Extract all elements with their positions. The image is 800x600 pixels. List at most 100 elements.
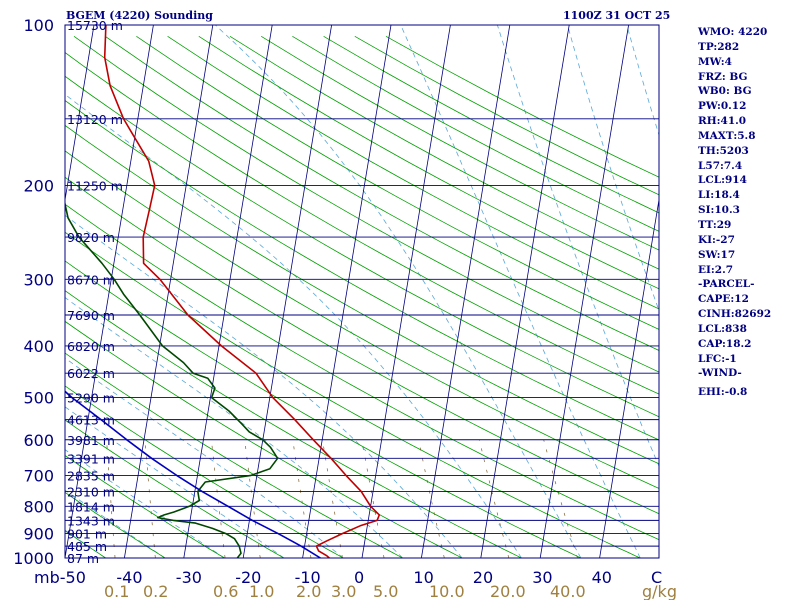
- height-label: 5290 m: [67, 391, 115, 406]
- height-label: 15730 m: [67, 18, 123, 33]
- index-item: TH:5203: [698, 144, 749, 157]
- plot-frame: [64, 24, 660, 559]
- height-label: 1343 m: [67, 513, 115, 528]
- isotherm: [242, 25, 332, 558]
- dry-adiabat: [0, 36, 63, 569]
- index-item: WB0: BG: [698, 85, 752, 98]
- index-item: KI:-27: [698, 233, 735, 246]
- chart-title: BGEM (4220) Sounding: [66, 9, 213, 22]
- mixing-ratio-tick-label: 2.0: [296, 582, 321, 600]
- temperature-trace: [103, 25, 381, 558]
- dry-adiabat: [65, 150, 659, 489]
- dry-adiabat: [260, 35, 659, 251]
- index-item: RH:41.0: [698, 115, 747, 128]
- temperature-tick-label: mb-50: [34, 568, 86, 587]
- index-item: MAXT:5.8: [698, 129, 756, 142]
- index-item: TP:282: [698, 40, 740, 53]
- dry-adiabat: [65, 352, 404, 558]
- index-item: TT:29: [698, 218, 732, 231]
- index-item: LFC:-1: [698, 352, 737, 365]
- dry-adiabat: [65, 75, 659, 418]
- isotherm: [480, 25, 570, 558]
- height-label: 2835 m: [67, 468, 115, 483]
- index-item: -PARCEL-: [698, 278, 755, 291]
- dry-adiabat: [167, 35, 659, 310]
- mixing-ratio-tick-label: 20.0: [490, 582, 526, 600]
- height-label: 6022 m: [67, 366, 115, 381]
- pressure-tick-label: 500: [23, 389, 54, 408]
- index-item: LCL:914: [698, 174, 747, 187]
- moist-adiabat: [497, 25, 659, 468]
- moist-adiabat: [215, 25, 582, 558]
- height-label: 3981 m: [67, 433, 115, 448]
- height-label: 9820 m: [67, 230, 115, 245]
- isotherm: [183, 25, 273, 558]
- dry-adiabat: [65, 52, 659, 395]
- dry-adiabat: [65, 290, 523, 558]
- mixing-ratio-tick-label: 1.0: [249, 582, 274, 600]
- mixing-ratio-line: [244, 439, 261, 558]
- dry-adiabat: [65, 320, 463, 558]
- height-label: 7690 m: [67, 308, 115, 323]
- pressure-tick-label: 600: [23, 431, 54, 450]
- isotherm: [599, 197, 659, 558]
- dry-adiabat: [65, 491, 166, 558]
- parcel-trace: [65, 390, 321, 558]
- pressure-tick-label: 200: [23, 176, 54, 195]
- index-item: PW:0.12: [698, 100, 747, 113]
- temperature-tick-label: 10: [413, 568, 433, 587]
- dry-adiabat: [65, 419, 285, 558]
- dry-adiabat: [65, 99, 659, 441]
- dry-adiabat: [65, 454, 226, 558]
- height-label: 87 m: [67, 551, 99, 566]
- index-item: SI:10.3: [698, 204, 740, 217]
- temperature-tick-label: C: [651, 568, 662, 587]
- dry-adiabat: [198, 35, 659, 290]
- isobars: [65, 25, 659, 558]
- pressure-tick-label: 300: [23, 270, 54, 289]
- temperature-tick-label: -10: [295, 568, 321, 587]
- isotherm: [361, 25, 451, 558]
- mixing-ratio-unit-label: g/kg: [642, 582, 677, 600]
- index-item: CINH:82692: [698, 308, 772, 321]
- isotherm: [421, 25, 511, 558]
- pressure-tick-label: 900: [23, 525, 54, 544]
- isotherm: [65, 25, 95, 203]
- isotherm: [539, 25, 629, 558]
- mixing-ratio-line: [210, 439, 226, 558]
- pressure-tick-label: 1000: [13, 549, 54, 568]
- mixing-ratio-tick-label: 3.0: [331, 582, 356, 600]
- height-label: 485 m: [67, 539, 107, 554]
- sounding-traces: [65, 25, 381, 558]
- temperature-tick-label: 20: [473, 568, 493, 587]
- index-item: L57:7.4: [698, 159, 743, 172]
- dry-adiabat: [229, 35, 659, 270]
- height-label: 2310 m: [67, 484, 115, 499]
- temperature-tick-label: -20: [235, 568, 261, 587]
- height-label: 6820 m: [67, 339, 115, 354]
- height-label: 901 m: [67, 527, 107, 542]
- temperature-tick-label: -40: [116, 568, 142, 587]
- background-lines: [0, 25, 659, 569]
- mixing-ratio-tick-label: 40.0: [550, 582, 586, 600]
- temperature-tick-label: -30: [176, 568, 202, 587]
- dry-adiabat: [65, 176, 659, 515]
- mixing-ratio-tick-label: 0.6: [213, 582, 238, 600]
- indices-panel: WMO: 4220 TP:282 MW:4 FRZ: BG WB0: BG PW:0.12…: [698, 25, 771, 403]
- index-item: EHI:-0.8: [698, 386, 748, 399]
- dry-adiabat: [65, 203, 659, 541]
- dry-adiabat: [65, 260, 582, 558]
- index-item: LCL:838: [698, 322, 747, 335]
- height-label: 3391 m: [67, 451, 115, 466]
- temperature-tick-label: 30: [532, 568, 552, 587]
- pressure-tick-label: 700: [23, 466, 54, 485]
- isotherm: [65, 25, 154, 558]
- dry-adiabat: [104, 35, 659, 351]
- index-item: LI:18.4: [698, 189, 740, 202]
- index-item: CAP:18.2: [698, 337, 752, 350]
- index-item: -WIND-: [698, 367, 742, 380]
- index-item: FRZ: BG: [698, 70, 748, 83]
- index-item: SW:17: [698, 248, 736, 261]
